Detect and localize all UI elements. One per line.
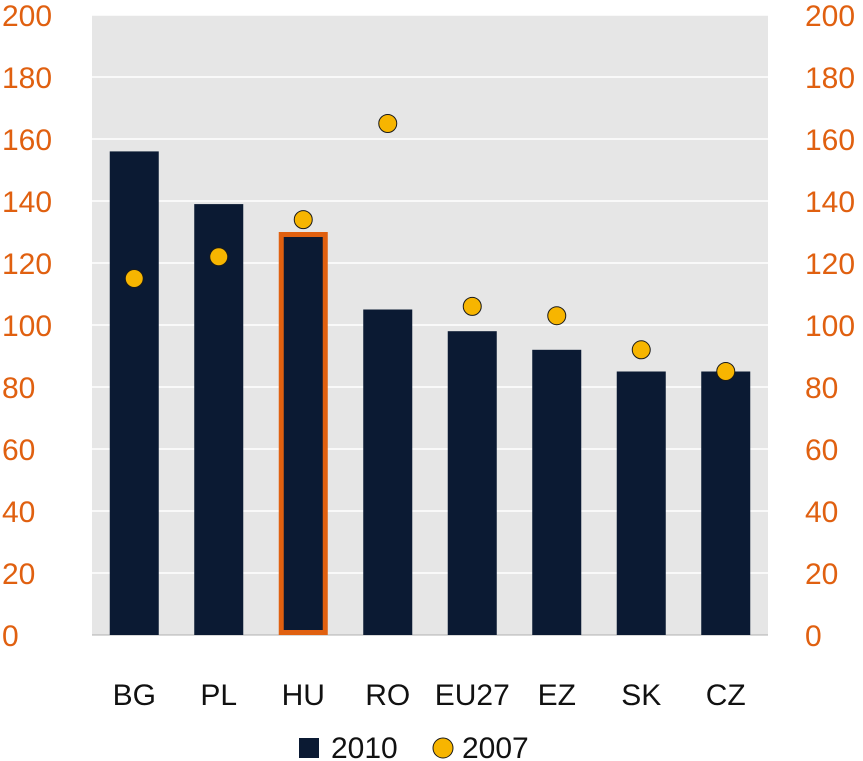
marker-2007-bg [124,269,144,288]
bars-2010 [109,151,751,635]
bar-2010-eu27 [447,331,497,635]
legend-label-2007: 2007 [462,732,529,761]
x-axis-labels: BG PL HU RO EU27 EZ SK CZ [113,679,746,712]
marker-2007-pl [209,247,229,267]
x-tick-ro: RO [365,679,410,712]
x-tick-cz: CZ [706,679,746,712]
marker-2007-ez [547,306,567,326]
left-y-tick-60: 60 [2,434,35,467]
bar-2010-bg [109,151,159,635]
right-y-tick-40: 40 [805,496,838,529]
right-y-tick-20: 20 [805,558,838,591]
legend-label-2010: 2010 [331,732,398,761]
x-tick-ez: EZ [538,679,576,712]
right-y-tick-200: 200 [805,0,855,33]
bar-2010-ez [532,349,582,635]
left-y-tick-0: 0 [2,620,19,653]
bar-2010-cz [701,371,751,635]
marker-2007-hu [293,210,313,230]
bar-2010-ro [363,309,413,635]
right-y-tick-60: 60 [805,434,838,467]
marker-2007-eu27 [462,296,482,316]
bar-2010-hu-highlighted [278,232,328,635]
right-y-tick-140: 140 [805,186,855,219]
left-y-tick-20: 20 [2,558,35,591]
right-y-tick-160: 160 [805,124,855,157]
bar-2010-sk [616,371,666,635]
right-y-tick-180: 180 [805,62,855,95]
left-y-tick-100: 100 [2,310,52,343]
left-y-tick-80: 80 [2,372,35,405]
x-tick-bg: BG [113,679,156,712]
left-y-tick-120: 120 [2,248,52,281]
marker-2007-ro [378,114,398,133]
markers-2007 [124,114,736,381]
legend: 2010 2007 [299,732,529,761]
bar-2010-pl [194,204,244,635]
right-y-tick-100: 100 [805,310,855,343]
right-y-tick-120: 120 [805,248,855,281]
left-y-tick-180: 180 [2,62,52,95]
left-y-tick-40: 40 [2,496,35,529]
right-y-tick-80: 80 [805,372,838,405]
legend-swatch-2007 [432,737,454,759]
x-tick-pl: PL [200,679,237,712]
right-y-tick-0: 0 [805,620,822,653]
left-y-tick-160: 160 [2,124,52,157]
right-y-axis: 0 20 40 60 80 100 120 140 160 180 200 [805,0,855,653]
x-tick-eu27: EU27 [435,679,510,712]
x-tick-hu: HU [282,679,325,712]
legend-swatch-2010 [299,738,319,758]
marker-2007-sk [631,340,651,360]
x-tick-sk: SK [621,679,661,712]
marker-2007-cz [716,362,736,381]
left-y-axis: 0 20 40 60 80 100 120 140 160 180 200 [2,0,52,653]
left-y-tick-200: 200 [2,0,52,33]
left-y-tick-140: 140 [2,186,52,219]
